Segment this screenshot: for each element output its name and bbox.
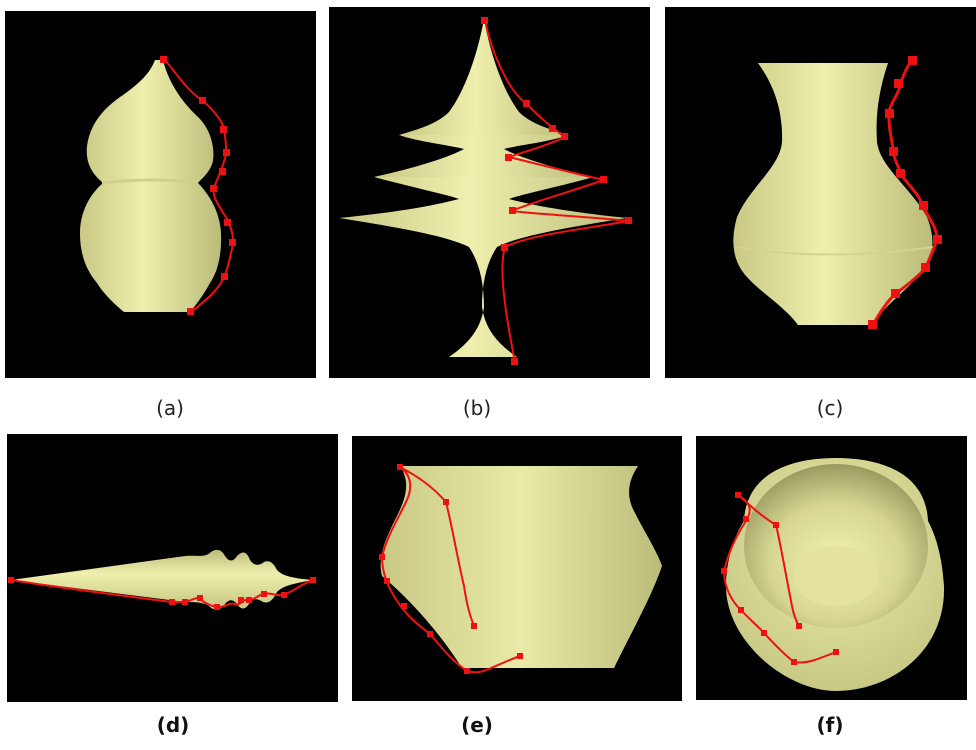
profile-curve — [484, 19, 630, 363]
control-points — [8, 577, 316, 610]
pot-surface — [380, 466, 662, 668]
caption-d: (d) — [156, 713, 190, 737]
vase-surface — [733, 63, 933, 325]
panel-pot-top — [696, 436, 967, 700]
control-points — [160, 56, 236, 315]
profile-curve — [871, 59, 939, 326]
panel-vase — [665, 7, 976, 378]
vase-band — [736, 246, 934, 256]
panel-gourd — [5, 11, 316, 378]
panel-pot-side — [352, 436, 682, 701]
control-points — [868, 56, 942, 329]
caption-f: (f) — [816, 713, 844, 737]
profile-curve-inner — [399, 466, 475, 627]
panel-tree — [329, 7, 650, 378]
control-points — [379, 464, 523, 674]
gourd-band — [101, 178, 199, 185]
spindle-surface — [11, 549, 313, 610]
panel-spindle — [7, 434, 338, 702]
tree-surface — [339, 19, 627, 357]
profile-curve-inner — [737, 494, 800, 627]
caption-b: (b) — [462, 396, 492, 420]
control-points — [721, 492, 839, 665]
caption-c: (c) — [816, 396, 844, 420]
pot-inner — [794, 546, 878, 606]
gourd-surface — [80, 60, 222, 312]
control-points — [481, 17, 632, 365]
caption-a: (a) — [156, 396, 184, 420]
caption-e: (e) — [461, 713, 493, 737]
